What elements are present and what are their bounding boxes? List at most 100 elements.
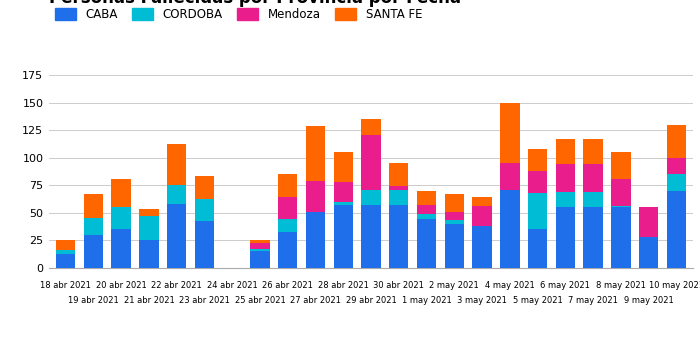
Bar — [361, 205, 381, 268]
Bar — [361, 135, 381, 190]
Text: 18 abr 2021: 18 abr 2021 — [40, 281, 91, 290]
Text: 19 abr 2021: 19 abr 2021 — [68, 296, 119, 305]
Bar — [556, 164, 575, 192]
Bar — [639, 207, 658, 237]
Bar — [583, 139, 603, 164]
Bar — [333, 182, 353, 202]
Bar — [666, 158, 686, 174]
Bar — [473, 226, 491, 268]
Bar — [583, 192, 603, 207]
Bar — [333, 202, 353, 205]
Text: Personas Fallecidas por Provincia por Fecha: Personas Fallecidas por Provincia por Fe… — [49, 0, 461, 7]
Bar — [583, 164, 603, 192]
Bar — [416, 191, 436, 205]
Text: 22 abr 2021: 22 abr 2021 — [151, 281, 202, 290]
Bar — [611, 206, 631, 207]
Text: 28 abr 2021: 28 abr 2021 — [318, 281, 369, 290]
Bar — [389, 186, 409, 190]
Bar — [278, 233, 298, 268]
Bar — [278, 197, 298, 219]
Bar — [389, 163, 409, 186]
Bar — [500, 190, 519, 268]
Bar — [666, 174, 686, 191]
Bar — [611, 179, 631, 206]
Bar — [416, 219, 436, 268]
Bar — [333, 205, 353, 268]
Bar — [111, 229, 131, 268]
Bar — [583, 207, 603, 268]
Text: 7 may 2021: 7 may 2021 — [568, 296, 618, 305]
Bar — [500, 103, 519, 163]
Bar — [167, 143, 186, 185]
Bar — [167, 204, 186, 268]
Bar — [500, 163, 519, 190]
Bar — [444, 224, 464, 268]
Bar — [389, 190, 409, 205]
Bar — [389, 205, 409, 268]
Bar — [195, 222, 214, 268]
Bar — [333, 152, 353, 182]
Legend: CABA, CORDOBA, Mendoza, SANTA FE: CABA, CORDOBA, Mendoza, SANTA FE — [55, 8, 422, 21]
Bar — [84, 218, 103, 235]
Bar — [84, 235, 103, 268]
Text: 8 may 2021: 8 may 2021 — [596, 281, 646, 290]
Text: 21 abr 2021: 21 abr 2021 — [124, 296, 174, 305]
Bar — [416, 214, 436, 219]
Bar — [473, 197, 491, 206]
Bar — [556, 192, 575, 207]
Bar — [251, 249, 270, 251]
Text: 27 abr 2021: 27 abr 2021 — [290, 296, 341, 305]
Bar — [528, 229, 547, 268]
Text: 6 may 2021: 6 may 2021 — [540, 281, 590, 290]
Text: 26 abr 2021: 26 abr 2021 — [262, 281, 313, 290]
Bar — [195, 176, 214, 200]
Bar — [84, 194, 103, 218]
Bar — [361, 190, 381, 205]
Bar — [473, 206, 491, 226]
Text: 20 abr 2021: 20 abr 2021 — [96, 281, 146, 290]
Bar — [556, 139, 575, 164]
Bar — [556, 207, 575, 268]
Text: 3 may 2021: 3 may 2021 — [457, 296, 507, 305]
Text: 10 may 2021: 10 may 2021 — [649, 281, 700, 290]
Text: 1 may 2021: 1 may 2021 — [402, 296, 452, 305]
Text: 25 abr 2021: 25 abr 2021 — [234, 296, 286, 305]
Text: 2 may 2021: 2 may 2021 — [429, 281, 480, 290]
Bar — [528, 171, 547, 193]
Bar — [528, 193, 547, 229]
Bar — [444, 194, 464, 212]
Bar — [278, 219, 298, 233]
Bar — [251, 240, 270, 244]
Bar — [139, 216, 159, 240]
Bar — [306, 212, 326, 268]
Bar — [278, 174, 298, 197]
Bar — [139, 209, 159, 216]
Bar — [444, 220, 464, 224]
Bar — [611, 152, 631, 179]
Bar — [111, 207, 131, 229]
Bar — [306, 181, 326, 212]
Bar — [111, 179, 131, 207]
Bar — [639, 237, 658, 268]
Bar — [666, 125, 686, 158]
Bar — [56, 255, 76, 268]
Bar — [139, 240, 159, 268]
Text: 9 may 2021: 9 may 2021 — [624, 296, 673, 305]
Bar — [56, 240, 76, 250]
Bar — [361, 119, 381, 135]
Bar — [195, 200, 214, 222]
Text: 29 abr 2021: 29 abr 2021 — [346, 296, 396, 305]
Bar — [416, 205, 436, 214]
Text: 5 may 2021: 5 may 2021 — [512, 296, 562, 305]
Text: 23 abr 2021: 23 abr 2021 — [179, 296, 230, 305]
Bar — [251, 251, 270, 268]
Bar — [251, 244, 270, 249]
Bar — [528, 149, 547, 171]
Bar — [666, 191, 686, 268]
Text: 4 may 2021: 4 may 2021 — [485, 281, 535, 290]
Bar — [611, 207, 631, 268]
Text: 24 abr 2021: 24 abr 2021 — [206, 281, 258, 290]
Bar — [56, 250, 76, 255]
Text: 30 abr 2021: 30 abr 2021 — [373, 281, 424, 290]
Bar — [167, 185, 186, 204]
